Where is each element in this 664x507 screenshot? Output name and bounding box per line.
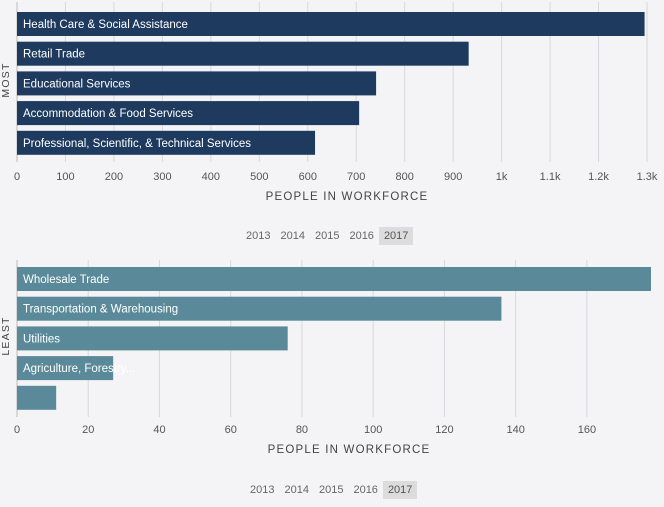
most-tick-label: 100 (56, 171, 74, 183)
most-tick-label: 600 (299, 171, 317, 183)
year-button-2017[interactable]: 2017 (378, 227, 414, 245)
year-button-2016[interactable]: 2016 (344, 227, 378, 245)
least-x-axis-title: PEOPLE IN WORKFORCE (268, 444, 431, 456)
least-tick-label: 120 (435, 424, 453, 436)
least-bar-label: Agriculture, Forestry... (23, 363, 135, 375)
most-workforce-chart: Health Care & Social Assistance Retail Tr… (0, 2, 658, 203)
least-tick-label: 0 (14, 424, 20, 436)
year-button-2014[interactable]: 2014 (279, 481, 313, 499)
most-bar-label: Retail Trade (23, 49, 85, 61)
most-side-label: MOST (0, 62, 12, 97)
most-tick-label: 900 (444, 171, 462, 183)
least-side-label: LEAST (0, 316, 12, 355)
year-button-2013[interactable]: 2013 (245, 481, 279, 499)
least-tick-label: 20 (82, 424, 94, 436)
least-bar[interactable] (17, 326, 288, 351)
least-bar-label: Wholesale Trade (23, 274, 109, 286)
most-tick-label: 500 (250, 171, 268, 183)
year-button-2015[interactable]: 2015 (314, 481, 348, 499)
most-tick-label: 700 (347, 171, 365, 183)
most-tick-label: 1.3k (637, 171, 658, 183)
least-bar[interactable] (17, 385, 57, 410)
year-button-2013[interactable]: 2013 (241, 227, 275, 245)
year-selector-most: 2013 2014 2015 2016 2017 (241, 227, 414, 245)
year-button-2015[interactable]: 2015 (310, 227, 344, 245)
least-tick-label: 100 (364, 424, 382, 436)
most-bar-label: Accommodation & Food Services (23, 108, 193, 120)
most-bar[interactable] (17, 130, 316, 155)
year-selector-least: 2013 2014 2015 2016 2017 (245, 481, 418, 499)
most-bar[interactable] (17, 12, 645, 36)
most-bar[interactable] (17, 41, 469, 66)
year-button-2016[interactable]: 2016 (348, 481, 382, 499)
most-x-axis-title: PEOPLE IN WORKFORCE (266, 191, 429, 203)
most-tick-label: 1k (496, 171, 508, 183)
least-tick-label: 60 (225, 424, 237, 436)
least-bar-label: Utilities (23, 333, 60, 345)
least-tick-label: 140 (506, 424, 524, 436)
least-bar-label: Transportation & Warehousing (23, 304, 178, 316)
least-workforce-chart: Wholesale Trade Transportation & Warehous… (0, 260, 651, 456)
most-bar-label: Educational Services (23, 78, 131, 90)
most-bar-label: Health Care & Social Assistance (23, 19, 188, 31)
most-bar-label: Professional, Scientific, & Technical Se… (23, 138, 251, 150)
least-tick-label: 40 (153, 424, 165, 436)
least-tick-label: 160 (578, 424, 596, 436)
most-tick-label: 1.2k (588, 171, 609, 183)
least-tick-label: 80 (296, 424, 308, 436)
most-tick-label: 1.1k (540, 171, 561, 183)
year-button-2014[interactable]: 2014 (275, 227, 309, 245)
most-tick-label: 200 (105, 171, 123, 183)
least-bar[interactable] (17, 296, 502, 321)
most-tick-label: 800 (396, 171, 414, 183)
most-tick-label: 400 (202, 171, 220, 183)
most-tick-label: 0 (14, 171, 20, 183)
least-bar[interactable] (17, 267, 651, 291)
most-bar[interactable] (17, 71, 377, 96)
most-bar[interactable] (17, 101, 360, 126)
year-button-2017[interactable]: 2017 (382, 481, 418, 499)
most-tick-label: 300 (153, 171, 171, 183)
least-bar[interactable] (17, 356, 114, 381)
